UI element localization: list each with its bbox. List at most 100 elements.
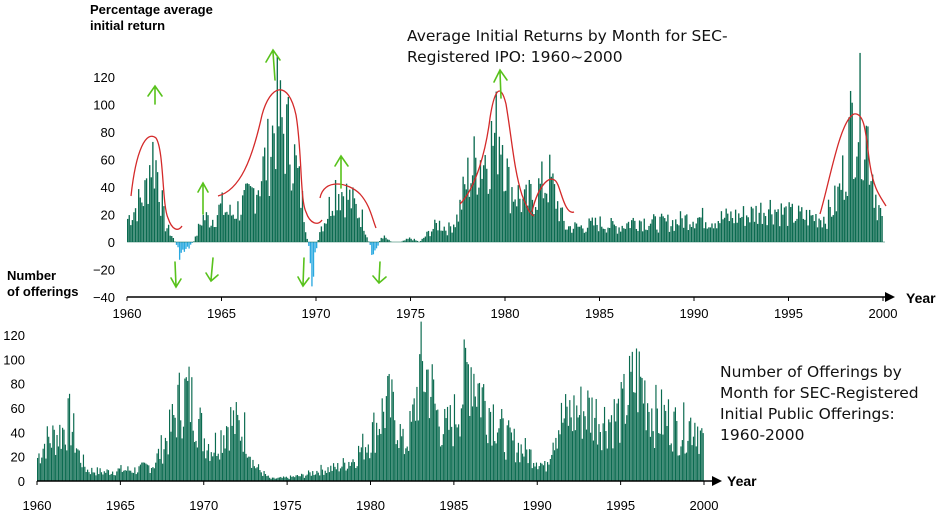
top-bar: [596, 224, 598, 242]
bottom-bar: [319, 475, 321, 481]
bottom-bar: [59, 424, 61, 481]
bottom-bar: [412, 404, 414, 481]
bottom-bar: [592, 440, 595, 481]
bottom-bar: [597, 444, 599, 481]
bottom-bar: [198, 419, 200, 481]
top-x-tick-label: 1960: [113, 306, 142, 321]
bottom-bar: [515, 462, 517, 481]
top-bar: [703, 228, 705, 242]
bottom-bar: [185, 377, 187, 481]
bottom-bar: [634, 392, 636, 481]
top-bar: [479, 160, 482, 242]
top-bar: [687, 230, 690, 242]
bottom-bar: [633, 392, 635, 481]
top-bar: [561, 207, 564, 242]
bottom-bar: [263, 471, 265, 481]
top-bar: [445, 230, 447, 242]
top-bar: [612, 221, 614, 242]
top-bar: [166, 228, 168, 242]
top-bar: [150, 177, 152, 242]
top-bar: [306, 238, 308, 242]
bottom-bar: [488, 408, 490, 481]
top-bar: [881, 216, 883, 242]
top-x-axis-arrow: [885, 292, 895, 302]
top-bar: [128, 215, 130, 242]
top-x-tick-label: 1995: [774, 306, 803, 321]
top-bar: [531, 199, 534, 242]
top-bar: [523, 189, 526, 242]
bottom-bar: [677, 455, 679, 481]
bottom-bar: [270, 478, 272, 481]
bottom-bar: [624, 423, 626, 481]
top-bar: [835, 211, 838, 242]
bottom-bar: [376, 422, 378, 481]
top-bar: [194, 236, 197, 242]
bottom-bar: [68, 393, 71, 481]
bottom-bar: [41, 457, 43, 481]
top-bar: [711, 223, 713, 242]
bottom-bar: [577, 417, 579, 481]
top-bar: [514, 199, 516, 242]
bottom-bar: [476, 406, 478, 481]
top-bar: [547, 202, 549, 242]
top-y-axis-label-line2: initial return: [90, 18, 165, 33]
top-bar: [624, 228, 627, 242]
top-bar: [138, 189, 140, 242]
bottom-bar: [559, 434, 561, 481]
top-bar: [549, 154, 551, 242]
top-bar: [608, 227, 611, 242]
bottom-bar: [609, 422, 611, 481]
top-bar: [719, 223, 721, 242]
bottom-bar: [313, 475, 315, 481]
top-bar: [810, 215, 812, 242]
bottom-bar: [613, 399, 615, 481]
top-bar: [218, 204, 220, 242]
bottom-bar: [598, 424, 600, 481]
bottom-bar: [603, 406, 606, 481]
bottom-bar: [192, 430, 194, 481]
top-bar: [550, 176, 553, 242]
top-bar: [744, 225, 746, 242]
top-bar: [538, 178, 540, 242]
top-bar: [642, 231, 644, 242]
top-bar: [870, 181, 872, 242]
bottom-bar: [276, 478, 278, 481]
bottom-bar: [474, 396, 476, 481]
bottom-bar: [566, 406, 568, 481]
top-bar: [385, 237, 387, 242]
bottom-bar: [626, 415, 628, 481]
cycle-curve-1998: [819, 113, 887, 215]
bottom-bar: [205, 458, 207, 481]
top-bar: [145, 178, 148, 242]
top-bar: [363, 230, 365, 242]
bottom-bar: [612, 448, 614, 481]
bottom-bar: [284, 477, 286, 481]
top-bar: [364, 234, 367, 242]
top-bar: [760, 202, 762, 242]
top-bar: [478, 187, 480, 242]
bottom-bar: [249, 456, 251, 481]
top-bar: [424, 236, 427, 242]
top-bar: [360, 227, 362, 242]
top-bar: [555, 208, 557, 242]
bottom-bar: [674, 407, 676, 481]
bottom-bar: [428, 418, 431, 481]
top-bar: [460, 209, 463, 242]
top-bar: [708, 227, 710, 242]
bottom-bar: [483, 384, 485, 481]
top-bar: [777, 209, 779, 242]
bottom-bar: [480, 417, 482, 481]
top-bar: [290, 190, 293, 242]
top-bar: [826, 228, 828, 242]
top-bar: [339, 210, 341, 242]
top-y-axis-label-line1: Percentage average: [90, 2, 213, 17]
top-bar: [158, 201, 160, 242]
bottom-bar: [262, 475, 264, 481]
bottom-bar: [426, 369, 428, 481]
top-bar: [525, 184, 527, 242]
top-bar: [475, 157, 477, 242]
bottom-bar: [695, 446, 697, 481]
bottom-bar: [127, 466, 129, 481]
bottom-y-tick-label: 100: [3, 352, 25, 367]
bottom-bar: [410, 421, 412, 481]
